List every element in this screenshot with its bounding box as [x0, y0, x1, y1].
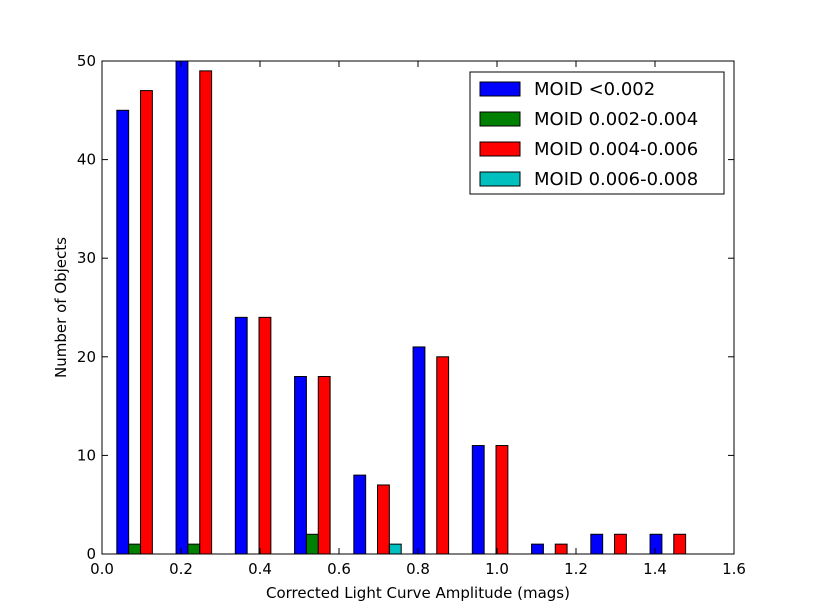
bar-series-2-bin-1 — [199, 70, 213, 555]
x-axis-label: Corrected Light Curve Amplitude (mags) — [266, 584, 570, 602]
legend-swatch — [479, 81, 521, 97]
x-tick-label: 0.0 — [90, 560, 114, 578]
x-tick-label: 1.4 — [643, 560, 667, 578]
bar-series-2-bin-4 — [377, 484, 390, 555]
bar-series-2-bin-3 — [317, 376, 331, 555]
x-tick-label: 0.8 — [406, 560, 430, 578]
bar-series-0-bin-7 — [531, 543, 544, 555]
y-tick-label: 30 — [77, 249, 96, 267]
legend-entry-label: MOID <0.002 — [534, 79, 655, 100]
bar-series-0-bin-9 — [649, 533, 663, 555]
y-axis-label: Number of Objects — [52, 237, 70, 378]
bar-series-1-bin-3 — [305, 533, 319, 555]
legend-entry-label: MOID 0.002-0.004 — [534, 109, 698, 130]
legend-swatch — [479, 171, 521, 187]
y-tick-label: 50 — [77, 52, 96, 70]
legend-entry-label: MOID 0.004-0.006 — [534, 139, 698, 160]
bar-series-1-bin-0 — [128, 543, 142, 555]
y-tick-label: 0 — [86, 545, 96, 563]
x-tick-label: 0.2 — [169, 560, 193, 578]
bar-series-2-bin-0 — [140, 90, 153, 555]
bar-series-3-bin-4 — [388, 543, 402, 555]
bar-series-2-bin-6 — [495, 445, 509, 555]
bar-series-2-bin-5 — [436, 356, 450, 555]
legend-swatch — [479, 141, 521, 157]
bar-series-2-bin-7 — [554, 543, 568, 555]
bar-series-0-bin-4 — [353, 474, 367, 555]
bar-series-0-bin-1 — [175, 60, 189, 555]
bar-series-2-bin-9 — [673, 533, 687, 555]
bar-series-1-bin-1 — [187, 543, 201, 555]
y-tick-label: 40 — [77, 151, 96, 169]
ticks-layer: 0.0 0.2 0.4 0.6 0.8 1.0 1.2 1.4 1.6 0 10 20 30 40 50 — [77, 52, 746, 578]
x-tick-label: 1.6 — [722, 560, 746, 578]
legend-swatch — [479, 111, 521, 127]
x-tick-label: 1.0 — [485, 560, 509, 578]
bars-layer — [116, 60, 687, 555]
bar-series-0-bin-0 — [116, 109, 130, 555]
bar-series-2-bin-8 — [614, 533, 627, 555]
x-tick-label: 0.6 — [327, 560, 351, 578]
bar-series-2-bin-2 — [258, 316, 272, 555]
bar-series-0-bin-3 — [294, 376, 307, 555]
x-tick-label: 0.4 — [248, 560, 272, 578]
bar-series-0-bin-6 — [471, 445, 485, 555]
legend: MOID <0.002 MOID 0.002-0.004 MOID 0.004-0.… — [469, 71, 725, 195]
bar-series-0-bin-2 — [234, 316, 248, 555]
y-tick-label: 10 — [77, 446, 96, 464]
bar-series-0-bin-8 — [590, 533, 604, 555]
legend-entry-label: MOID 0.006-0.008 — [534, 169, 698, 190]
x-tick-label: 1.2 — [564, 560, 588, 578]
y-tick-label: 20 — [77, 348, 96, 366]
bar-series-0-bin-5 — [412, 346, 426, 555]
